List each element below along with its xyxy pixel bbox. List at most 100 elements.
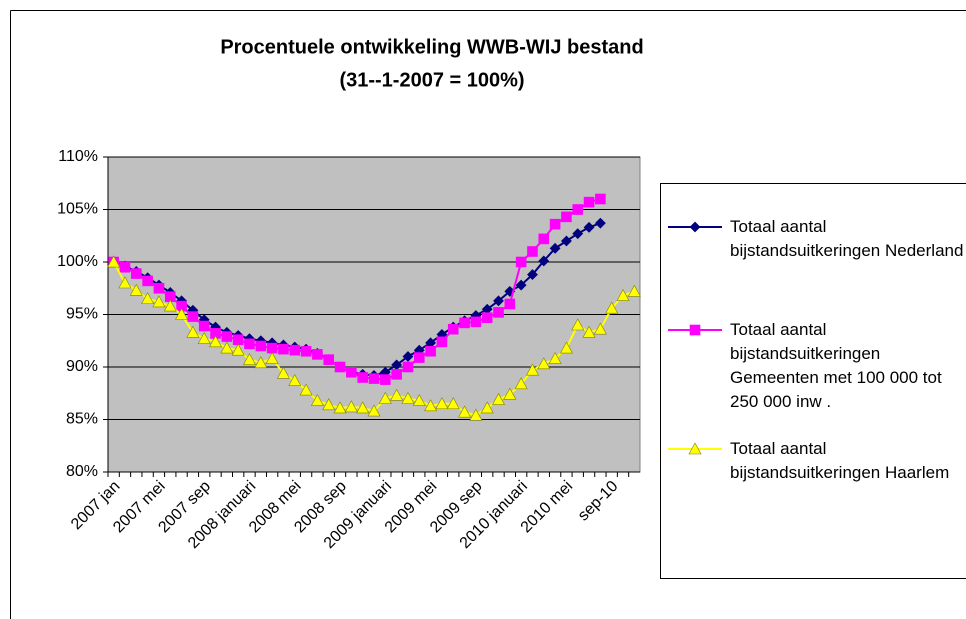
point xyxy=(583,196,595,208)
point xyxy=(254,356,268,369)
point xyxy=(402,361,414,373)
point xyxy=(594,217,606,229)
point xyxy=(469,408,483,421)
point xyxy=(130,268,142,279)
point xyxy=(289,344,301,356)
point xyxy=(255,340,267,352)
point xyxy=(412,393,426,406)
point xyxy=(572,204,584,215)
point xyxy=(265,351,279,364)
point xyxy=(689,324,701,336)
point xyxy=(527,246,538,257)
point xyxy=(333,401,347,414)
point xyxy=(548,351,562,364)
point xyxy=(424,399,438,412)
x-tick-label: sep-10 xyxy=(575,478,622,525)
point xyxy=(515,256,527,268)
point xyxy=(689,221,701,233)
point xyxy=(402,351,414,362)
point xyxy=(231,343,245,356)
point xyxy=(141,292,155,305)
point xyxy=(413,352,425,363)
point xyxy=(549,242,561,254)
point xyxy=(561,211,572,223)
point xyxy=(504,298,516,310)
point xyxy=(175,307,189,320)
point xyxy=(299,383,313,396)
point xyxy=(288,374,302,386)
point xyxy=(276,366,290,379)
point xyxy=(163,299,177,312)
point xyxy=(152,295,166,308)
point xyxy=(232,334,244,346)
point xyxy=(310,393,324,406)
point xyxy=(346,366,357,378)
point xyxy=(198,320,210,332)
point xyxy=(119,261,131,273)
point xyxy=(481,312,493,323)
point xyxy=(561,235,572,247)
point xyxy=(595,193,606,205)
point xyxy=(503,387,517,400)
point xyxy=(559,341,573,354)
point xyxy=(583,221,595,233)
point xyxy=(538,255,550,267)
point xyxy=(220,341,234,354)
legend-label: Totaal aantal bijstandsuitkeringen Neder… xyxy=(730,217,964,260)
point xyxy=(616,288,630,301)
point xyxy=(480,401,494,414)
point xyxy=(197,332,211,344)
y-tick-label: 85% xyxy=(66,411,98,428)
y-tick-label: 80% xyxy=(66,463,98,480)
point xyxy=(380,374,391,385)
point xyxy=(390,388,404,401)
point xyxy=(425,345,436,357)
point xyxy=(514,377,528,390)
point xyxy=(538,233,550,245)
point xyxy=(187,311,199,322)
chart-title: Procentuele ontwikkeling WWB-WIJ bestand xyxy=(220,36,643,58)
point xyxy=(515,279,527,291)
point xyxy=(323,354,335,365)
point xyxy=(549,218,561,230)
point xyxy=(334,361,346,373)
point xyxy=(209,335,223,348)
point xyxy=(582,325,596,338)
point xyxy=(459,317,470,329)
y-tick-label: 95% xyxy=(66,306,98,323)
point xyxy=(129,283,143,296)
y-tick-label: 110% xyxy=(58,148,98,165)
point xyxy=(357,372,368,383)
point xyxy=(493,307,504,318)
point xyxy=(436,336,448,348)
point xyxy=(107,255,121,268)
point xyxy=(368,373,380,384)
point xyxy=(142,275,153,287)
point xyxy=(322,398,336,411)
point xyxy=(688,442,702,455)
point xyxy=(344,400,358,413)
point xyxy=(118,276,132,289)
point xyxy=(435,397,449,410)
point xyxy=(627,284,641,297)
chart-subtitle: (31--1-2007 = 100%) xyxy=(339,69,524,91)
point xyxy=(401,391,415,404)
point xyxy=(525,363,539,376)
point xyxy=(458,405,472,418)
point xyxy=(446,397,460,410)
point xyxy=(244,338,255,350)
legend-label: Totaal aantal bijstandsuitkeringen Haarl… xyxy=(730,439,950,482)
y-tick-label: 100% xyxy=(57,253,98,270)
point xyxy=(367,404,381,417)
point xyxy=(278,343,289,355)
point xyxy=(571,318,585,331)
point xyxy=(492,392,506,405)
point xyxy=(312,349,323,360)
y-tick-label: 105% xyxy=(57,201,98,218)
legend-box xyxy=(660,183,966,579)
legend-label: Totaal aantal bijstandsuitkeringen Gemee… xyxy=(730,320,942,411)
point xyxy=(470,316,482,328)
point xyxy=(605,301,619,314)
point xyxy=(493,295,504,307)
point xyxy=(186,325,200,338)
